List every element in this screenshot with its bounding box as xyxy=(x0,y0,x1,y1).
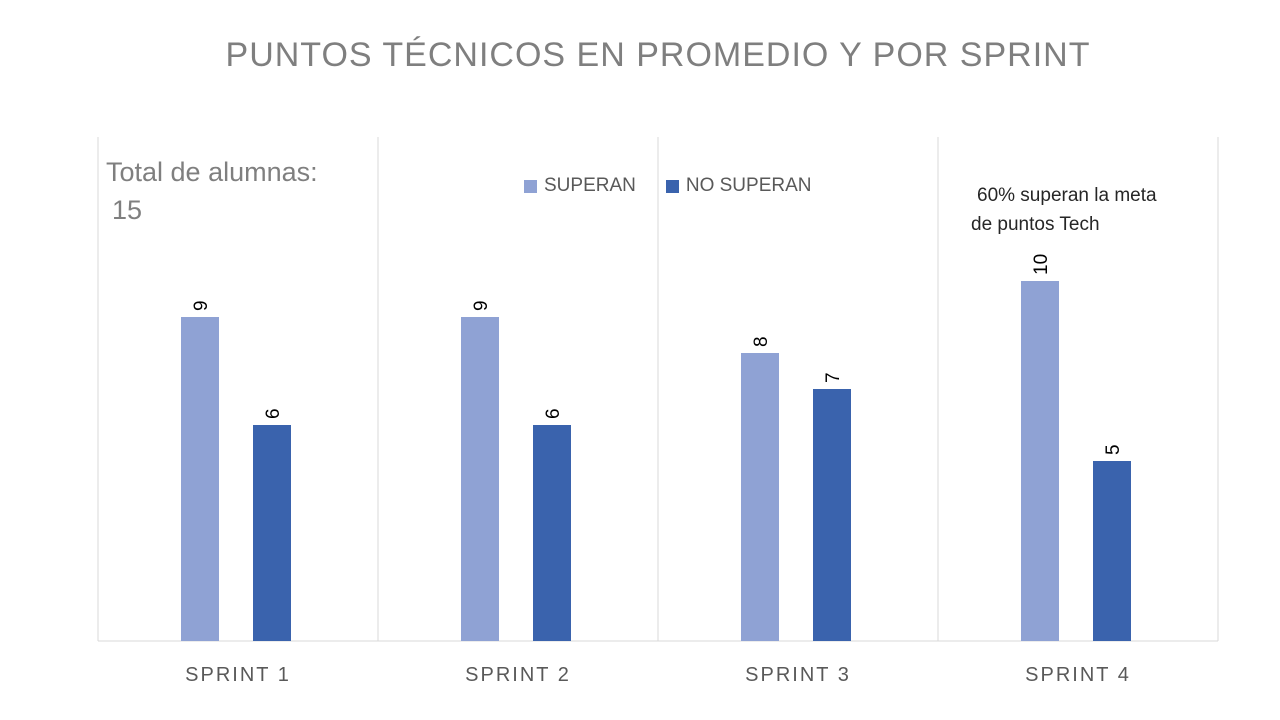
data-label: 7 xyxy=(823,372,844,383)
total-students-annotation: Total de alumnas: 15 xyxy=(106,153,318,229)
x-tick-label: SPRINT 1 xyxy=(185,664,291,686)
bar-superan xyxy=(741,353,779,641)
data-label: 5 xyxy=(1103,444,1124,455)
data-label: 6 xyxy=(543,408,564,419)
bar-superan xyxy=(1021,281,1059,641)
bar-no-superan xyxy=(253,425,291,641)
bar-no-superan xyxy=(533,425,571,641)
legend: SUPERAN NO SUPERAN xyxy=(524,175,842,197)
legend-swatch-no-superan xyxy=(665,179,679,193)
bar-no-superan xyxy=(813,389,851,641)
bar-no-superan xyxy=(1093,461,1131,641)
data-label: 6 xyxy=(263,408,284,419)
data-label: 10 xyxy=(1031,254,1052,275)
percent-annotation: 60% superan la meta de puntos Tech xyxy=(971,181,1157,239)
bar-superan xyxy=(461,317,499,641)
data-label: 8 xyxy=(751,336,772,347)
x-tick-label: SPRINT 4 xyxy=(1025,664,1131,686)
legend-swatch-superan xyxy=(524,179,537,193)
x-tick-label: SPRINT 3 xyxy=(745,664,851,686)
legend-item-superan: SUPERAN xyxy=(524,175,636,197)
total-students-label: Total de alumnas: xyxy=(106,157,318,187)
percent-annotation-line1: 60% superan la meta xyxy=(977,185,1157,206)
data-label: 9 xyxy=(471,300,492,311)
legend-item-no-superan: NO SUPERAN xyxy=(665,175,812,197)
chart-title: PUNTOS TÉCNICOS EN PROMEDIO Y POR SPRINT xyxy=(225,36,1091,74)
percent-annotation-line2: de puntos Tech xyxy=(971,214,1100,235)
legend-label-no-superan: NO SUPERAN xyxy=(685,175,812,196)
legend-label-superan: SUPERAN xyxy=(544,175,636,196)
total-students-value: 15 xyxy=(112,195,143,225)
bar-superan xyxy=(181,317,219,641)
x-tick-label: SPRINT 2 xyxy=(465,664,571,686)
data-label: 9 xyxy=(191,300,212,311)
